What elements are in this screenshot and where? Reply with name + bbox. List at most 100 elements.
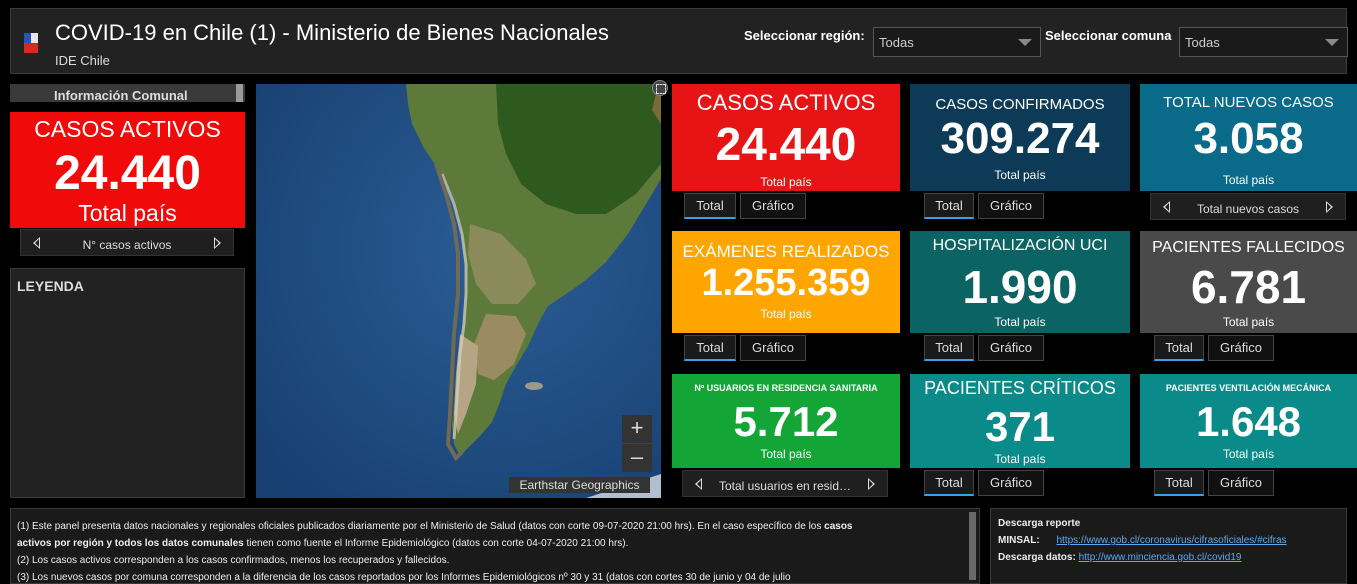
map-attribution: Earthstar Geographics bbox=[509, 477, 650, 493]
region-select-label: Seleccionar región: bbox=[744, 28, 865, 43]
tile-sub: Total país bbox=[1222, 447, 1275, 461]
minsal-label: MINSAL: bbox=[998, 535, 1040, 546]
tile-sub: Total país bbox=[760, 447, 812, 461]
pager-label: Total usuarios en resid… bbox=[718, 479, 852, 493]
region-select[interactable]: Todas bbox=[873, 27, 1041, 57]
tab-total[interactable]: Total bbox=[684, 335, 736, 361]
satellite-map bbox=[256, 84, 661, 498]
tab-total[interactable]: Total bbox=[924, 470, 974, 496]
note-line-1: (1) Este panel presenta datos nacionales… bbox=[17, 521, 853, 532]
downloads-panel: Descarga reporte MINSAL: https://www.gob… bbox=[990, 508, 1347, 584]
tile-value: 6.781 bbox=[1190, 261, 1307, 313]
tile-value: 1.990 bbox=[962, 261, 1078, 313]
tile-title: CASOS ACTIVOS bbox=[696, 90, 876, 115]
tile-value: 309.274 bbox=[940, 114, 1100, 163]
tab-grafico[interactable]: Gráfico bbox=[978, 335, 1044, 361]
minsal-link[interactable]: https://www.gob.cl/coronavirus/cifrasofi… bbox=[1056, 535, 1287, 546]
region-select-value: Todas bbox=[879, 35, 914, 50]
left-active-value: 24.440 bbox=[54, 147, 201, 200]
tabs-uci: Total Gráfico bbox=[924, 335, 1046, 361]
tile-title: TOTAL NUEVOS CASOS bbox=[1163, 94, 1334, 111]
notes-panel: (1) Este panel presenta datos nacionales… bbox=[10, 508, 980, 584]
notes-text: (1) Este panel presenta datos nacionales… bbox=[17, 518, 959, 583]
chevron-left-icon[interactable] bbox=[33, 237, 40, 249]
datos-link[interactable]: http://www.minciencia.gob.cl/covid19 bbox=[1078, 552, 1242, 563]
tile-uci: HOSPITALIZACIÓN UCI 1.990 Total país bbox=[910, 231, 1130, 333]
tile-criticos: PACIENTES CRÍTICOS 371 Total país bbox=[910, 374, 1130, 468]
left-pager: N° casos activos bbox=[20, 229, 234, 256]
comuna-select-value: Todas bbox=[1185, 35, 1220, 50]
tile-sub: Total país bbox=[1222, 173, 1275, 187]
tile-title: EXÁMENES REALIZADOS bbox=[682, 242, 890, 261]
tabs-criticos: Total Gráfico bbox=[924, 470, 1046, 496]
chevron-right-icon[interactable] bbox=[1326, 201, 1333, 213]
tab-grafico[interactable]: Gráfico bbox=[1208, 470, 1274, 496]
info-comunal-tab[interactable]: Información Comunal bbox=[10, 84, 245, 102]
tab-grafico[interactable]: Gráfico bbox=[1208, 335, 1274, 361]
minsal-row: MINSAL: https://www.gob.cl/coronavirus/c… bbox=[998, 535, 1287, 546]
tab-grafico[interactable]: Gráfico bbox=[978, 193, 1044, 219]
tile-ventilacion: PACIENTES VENTILACIÓN MECÁNICA 1.648 Tot… bbox=[1140, 374, 1357, 468]
comuna-select-label: Seleccionar comuna bbox=[1045, 28, 1172, 43]
tabs-ventilacion: Total Gráfico bbox=[1154, 470, 1276, 496]
legend-panel: LEYENDA bbox=[10, 268, 245, 498]
tile-sub: Total país bbox=[994, 452, 1046, 466]
header-bar: COVID-19 en Chile (1) - Ministerio de Bi… bbox=[10, 8, 1347, 74]
page-title: COVID-19 en Chile (1) - Ministerio de Bi… bbox=[55, 20, 609, 45]
tile-title: Nº USUARIOS EN RESIDENCIA SANITARIA bbox=[694, 383, 878, 393]
tile-title: CASOS CONFIRMADOS bbox=[935, 96, 1105, 113]
tile-value: 1.255.359 bbox=[701, 262, 871, 304]
chevron-right-icon[interactable] bbox=[214, 237, 221, 249]
note-line-4: (3) Los nuevos casos por comuna correspo… bbox=[17, 572, 791, 583]
tab-grafico[interactable]: Gráfico bbox=[740, 193, 806, 219]
tile-examenes: EXÁMENES REALIZADOS 1.255.359 Total país bbox=[672, 231, 900, 333]
tile-value: 3.058 bbox=[1193, 114, 1304, 163]
map-view[interactable] bbox=[256, 84, 661, 498]
tile-sub: Total país bbox=[760, 307, 812, 321]
note-line-2: activos por región y todos los datos com… bbox=[17, 538, 629, 549]
left-pager-label: N° casos activos bbox=[82, 238, 172, 252]
note-line-3: (2) Los casos activos corresponden a los… bbox=[17, 555, 450, 566]
tile-value: 5.712 bbox=[733, 398, 839, 445]
page-subtitle: IDE Chile bbox=[55, 53, 110, 68]
tab-total[interactable]: Total bbox=[1154, 335, 1204, 361]
tile-sub: Total país bbox=[994, 315, 1046, 329]
tabs-fallecidos: Total Gráfico bbox=[1154, 335, 1276, 361]
tab-grafico[interactable]: Gráfico bbox=[978, 470, 1044, 496]
pager-residencia: Total usuarios en resid… bbox=[682, 470, 888, 497]
tab-total[interactable]: Total bbox=[924, 335, 974, 361]
chevron-down-icon bbox=[1325, 39, 1339, 46]
tab-total[interactable]: Total bbox=[684, 193, 736, 219]
tile-fallecidos: PACIENTES FALLECIDOS 6.781 Total país bbox=[1140, 231, 1357, 333]
comuna-select[interactable]: Todas bbox=[1179, 27, 1348, 57]
tile-sub: Total país bbox=[994, 168, 1046, 182]
tile-residencia: Nº USUARIOS EN RESIDENCIA SANITARIA 5.71… bbox=[672, 374, 900, 468]
tabs-confirmados: Total Gráfico bbox=[924, 193, 1046, 219]
tile-title: HOSPITALIZACIÓN UCI bbox=[932, 237, 1108, 254]
datos-row: Descarga datos: http://www.minciencia.go… bbox=[998, 552, 1241, 563]
tabs-examenes: Total Gráfico bbox=[684, 335, 806, 361]
chevron-down-icon bbox=[1018, 39, 1032, 46]
chevron-left-icon[interactable] bbox=[1163, 201, 1170, 213]
tile-nuevos-casos: TOTAL NUEVOS CASOS 3.058 Total país bbox=[1140, 84, 1357, 191]
tabs-casos-activos: Total Gráfico bbox=[684, 193, 806, 219]
zoom-in-button[interactable]: + bbox=[622, 415, 652, 443]
tile-title: PACIENTES VENTILACIÓN MECÁNICA bbox=[1165, 383, 1332, 393]
downloads-title: Descarga reporte bbox=[998, 518, 1081, 529]
info-scrollbar[interactable] bbox=[236, 84, 243, 102]
chevron-right-icon[interactable] bbox=[868, 478, 875, 490]
datos-label: Descarga datos: bbox=[998, 552, 1076, 563]
left-active-sub: Total país bbox=[78, 200, 177, 226]
pager-nuevos-casos: Total nuevos casos bbox=[1150, 193, 1346, 220]
notes-scrollbar[interactable] bbox=[969, 512, 976, 580]
expand-icon[interactable] bbox=[652, 80, 668, 96]
tab-total[interactable]: Total bbox=[924, 193, 974, 219]
chevron-left-icon[interactable] bbox=[695, 478, 702, 490]
tab-grafico[interactable]: Gráfico bbox=[740, 335, 806, 361]
left-active-title: CASOS ACTIVOS bbox=[34, 116, 221, 142]
tile-casos-activos: CASOS ACTIVOS 24.440 Total país bbox=[672, 84, 900, 191]
zoom-out-button[interactable]: – bbox=[622, 444, 652, 472]
tile-sub: Total país bbox=[760, 175, 812, 189]
tile-value: 371 bbox=[984, 403, 1056, 450]
tab-total[interactable]: Total bbox=[1154, 470, 1204, 496]
